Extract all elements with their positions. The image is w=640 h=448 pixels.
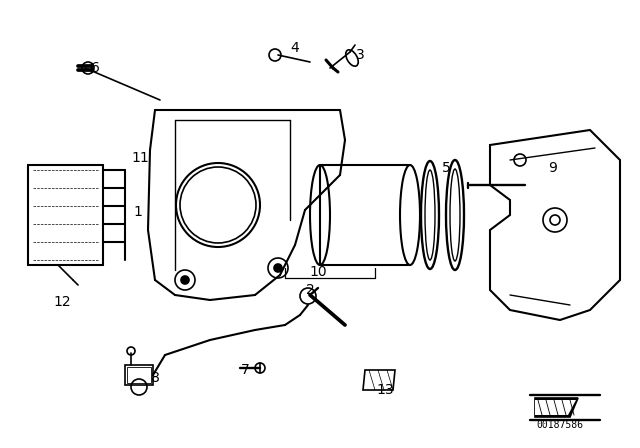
Text: 6: 6 (91, 61, 99, 75)
Bar (125, 365, 153, 385)
Text: 11: 11 (131, 151, 149, 165)
Text: 10: 10 (309, 265, 327, 279)
Text: 4: 4 (291, 41, 300, 55)
Text: 9: 9 (548, 161, 557, 175)
Text: 3: 3 (356, 48, 364, 62)
Text: 12: 12 (53, 295, 71, 309)
Text: 5: 5 (442, 161, 451, 175)
Text: 00187586: 00187586 (536, 420, 584, 430)
Text: 1: 1 (134, 205, 143, 219)
Circle shape (181, 276, 189, 284)
Text: 2: 2 (306, 283, 314, 297)
Text: 7: 7 (241, 363, 250, 377)
Text: 8: 8 (150, 371, 159, 385)
Bar (127, 367, 151, 383)
Circle shape (274, 264, 282, 272)
Polygon shape (535, 398, 578, 417)
Polygon shape (535, 400, 576, 415)
Text: 13: 13 (376, 383, 394, 397)
